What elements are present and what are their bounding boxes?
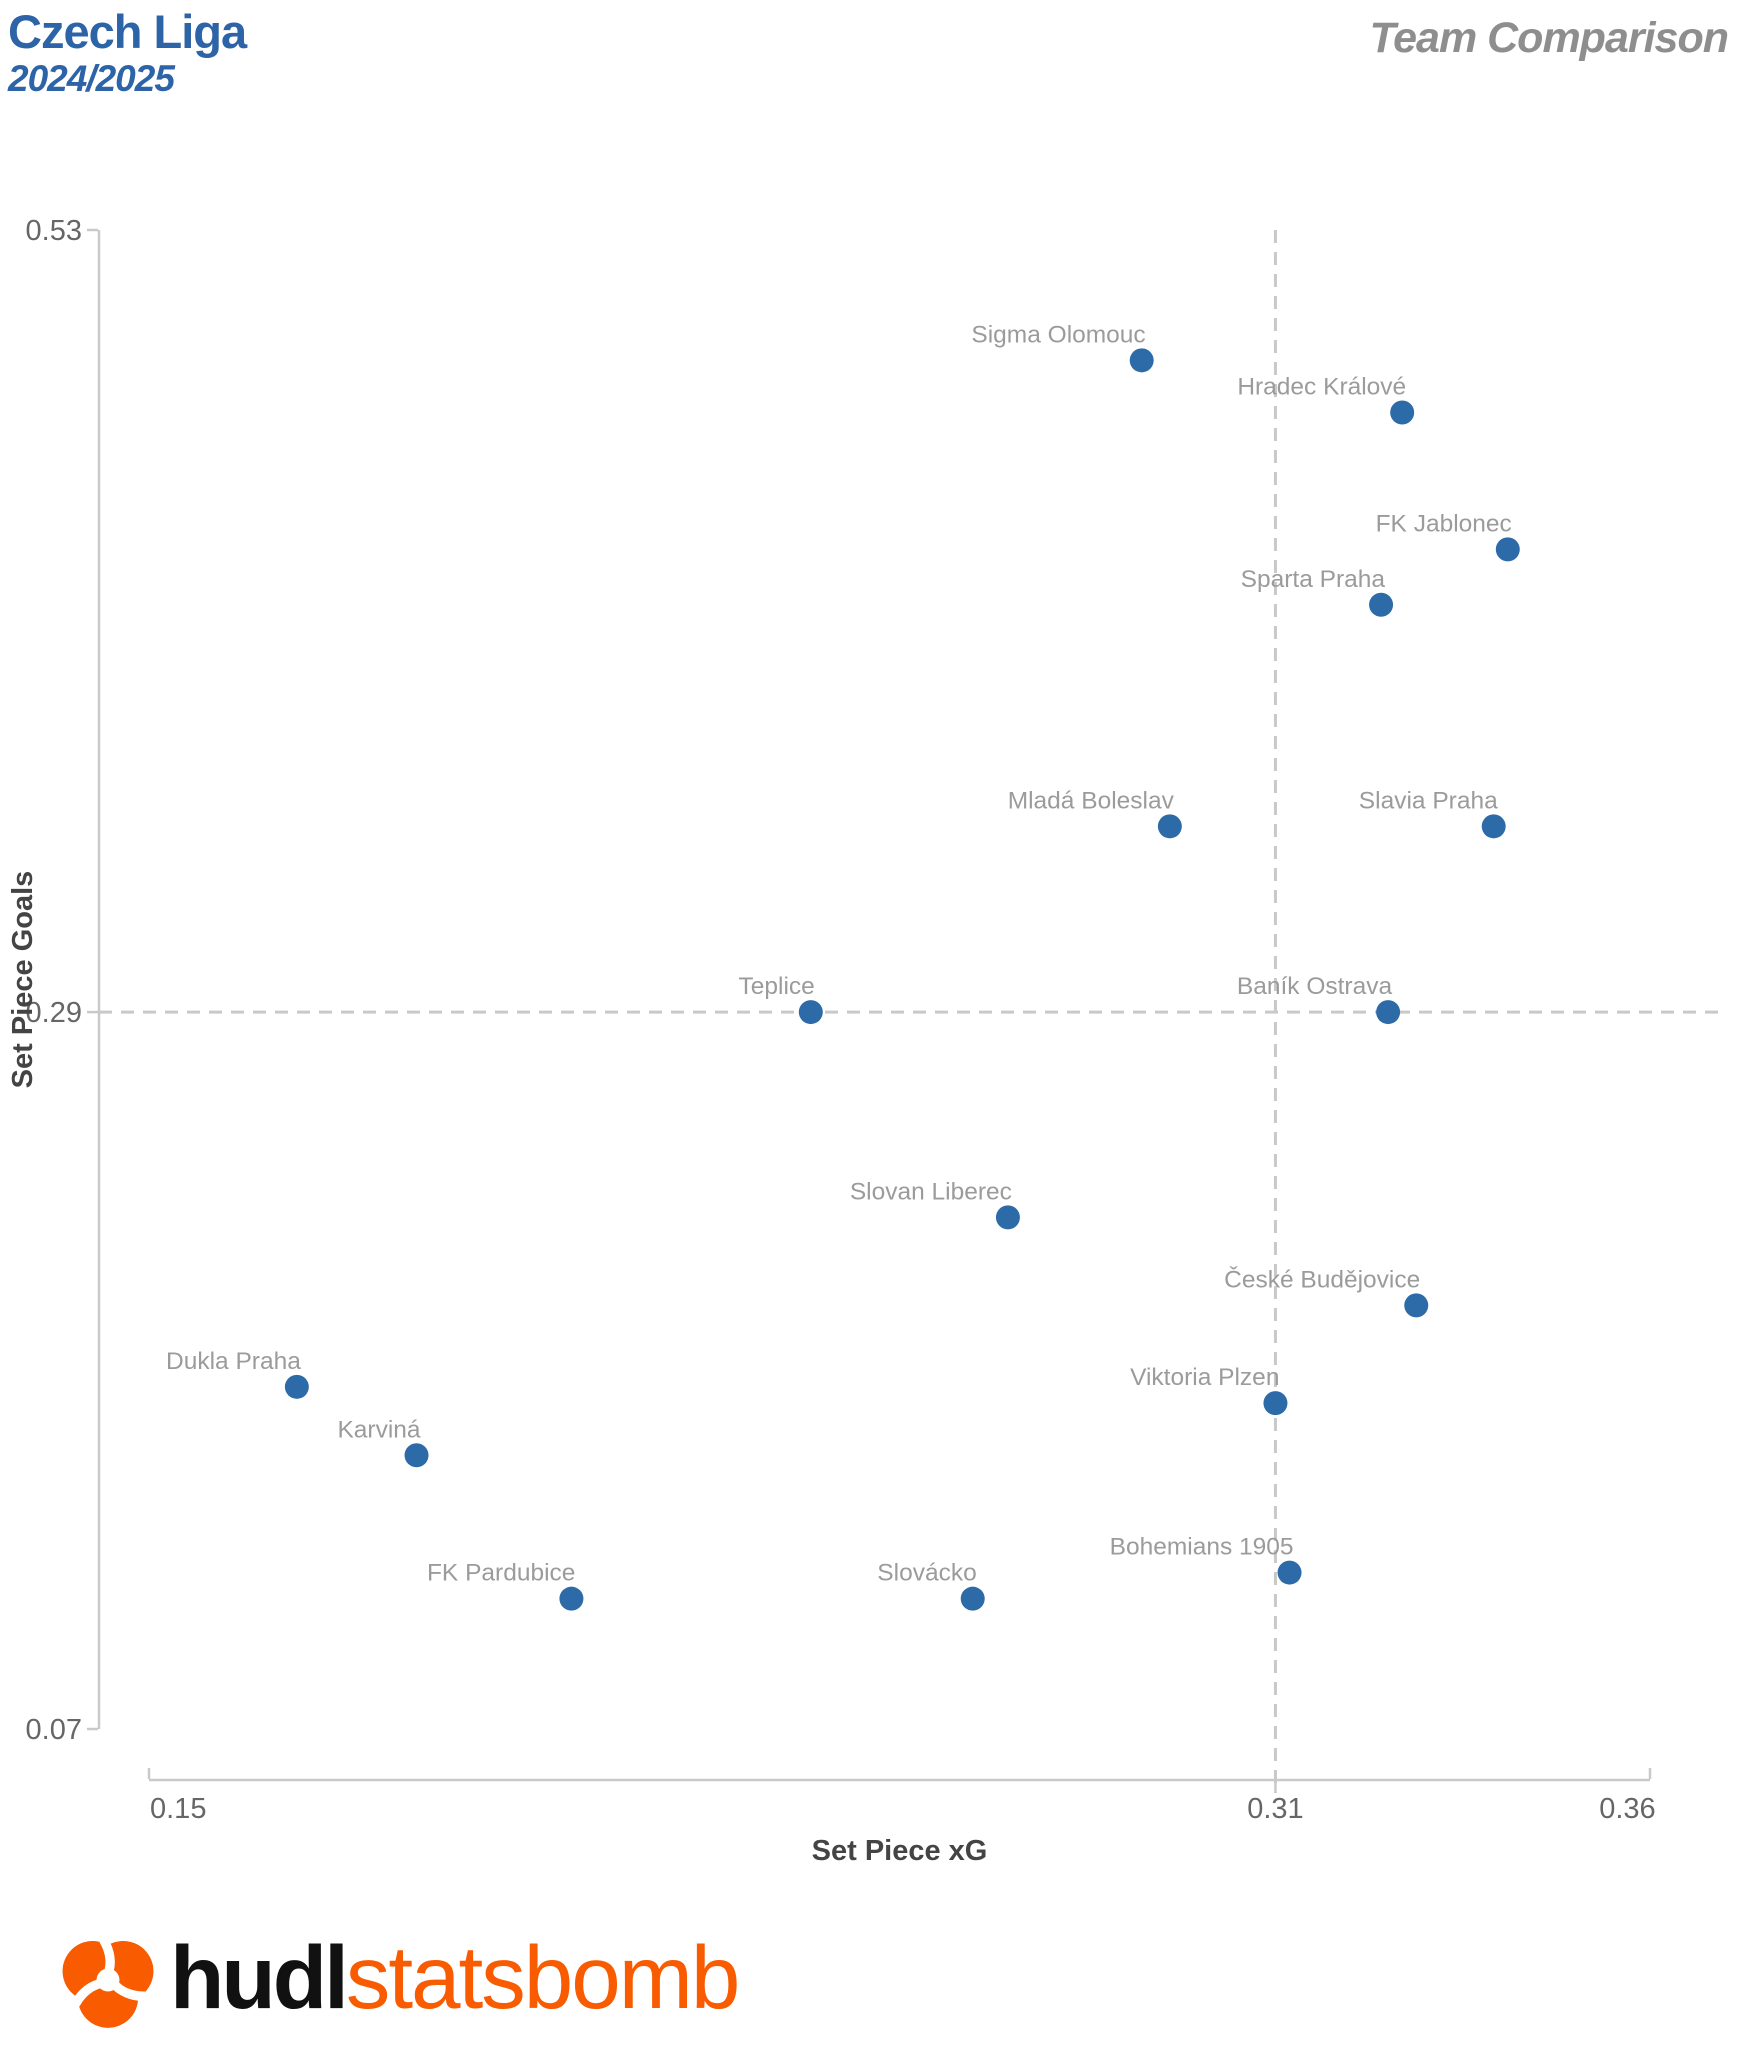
data-point-sparta-praha (1369, 592, 1394, 617)
point-label-viktoria-plzen: Viktoria Plzen (1130, 1364, 1279, 1391)
hudl-statsbomb-logo: hudlstatsbomb (56, 1922, 740, 2038)
y-tick-label: 0.53 (26, 215, 82, 247)
logo-wordmark: hudlstatsbomb (170, 1932, 740, 2022)
point-label-hradec-kralove: Hradec Králové (1237, 373, 1406, 400)
point-label-fk-pardubice: FK Pardubice (427, 1560, 575, 1587)
logo-text-statsbomb: statsbomb (345, 1926, 741, 2027)
y-tick-label: 0.07 (26, 1714, 82, 1746)
point-label-sparta-praha: Sparta Praha (1241, 566, 1386, 593)
data-point-slovan-liberec (995, 1205, 1020, 1230)
page-title: Czech Liga (8, 5, 247, 58)
data-point-bohemians-1905 (1277, 1560, 1302, 1585)
point-label-fk-jablonec: FK Jablonec (1376, 510, 1512, 537)
point-label-slovan-liberec: Slovan Liberec (850, 1178, 1012, 1205)
data-point-mlada-boleslav (1157, 814, 1182, 839)
x-tick-label: 0.31 (1247, 1793, 1303, 1825)
data-point-ceske-budejovice (1404, 1293, 1429, 1318)
x-tick-label: 0.36 (1599, 1793, 1655, 1825)
data-point-slovacko (960, 1586, 985, 1611)
point-label-ceske-budejovice: České Budějovice (1224, 1265, 1420, 1293)
y-axis-title: Set Piece Goals (7, 871, 39, 1089)
point-label-bohemians-1905: Bohemians 1905 (1110, 1534, 1294, 1561)
data-point-dukla-praha (284, 1374, 309, 1399)
point-label-banik-ostrava: Baník Ostrava (1237, 973, 1393, 1000)
x-tick-label: 0.15 (150, 1793, 206, 1825)
corner-title: Team Comparison (1369, 14, 1729, 62)
data-point-fk-pardubice (559, 1586, 584, 1611)
data-point-viktoria-plzen (1263, 1391, 1288, 1416)
data-point-slavia-praha (1481, 814, 1506, 839)
point-label-slavia-praha: Slavia Praha (1359, 787, 1498, 814)
point-label-karvina: Karviná (337, 1416, 420, 1443)
hudl-logo-icon (62, 1935, 154, 2028)
data-point-sigma-olomouc (1129, 348, 1154, 373)
y-tick-label: 0.29 (26, 997, 82, 1029)
data-point-banik-ostrava (1376, 1000, 1401, 1025)
logo-text-hudl: hudl (170, 1926, 349, 2027)
x-axis-title: Set Piece xG (812, 1835, 988, 1867)
page-subtitle: 2024/2025 (8, 58, 175, 99)
data-point-fk-jablonec (1495, 537, 1520, 562)
point-label-slovacko: Slovácko (877, 1560, 976, 1587)
data-point-karvina (404, 1443, 429, 1468)
data-point-teplice (798, 1000, 823, 1025)
point-label-dukla-praha: Dukla Praha (166, 1348, 301, 1375)
point-label-mlada-boleslav: Mladá Boleslav (1008, 787, 1175, 814)
point-label-teplice: Teplice (739, 973, 815, 1000)
data-point-hradec-kralove (1390, 400, 1415, 425)
point-label-sigma-olomouc: Sigma Olomouc (971, 321, 1145, 348)
